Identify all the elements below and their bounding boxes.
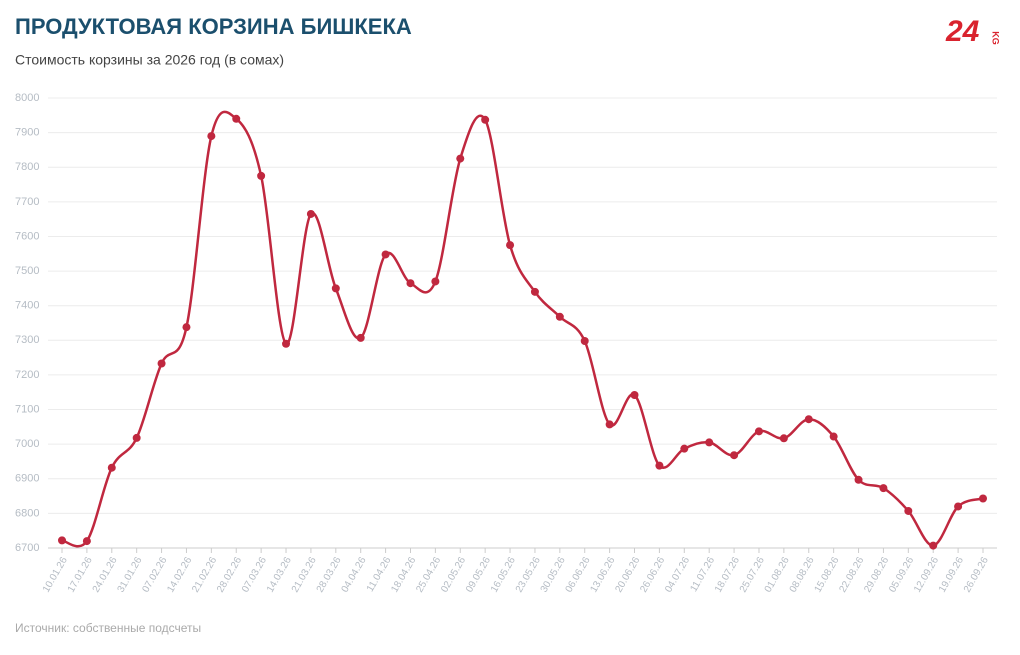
point xyxy=(481,115,490,124)
point xyxy=(157,359,166,368)
point xyxy=(58,536,66,545)
point xyxy=(381,250,390,259)
point xyxy=(705,438,714,447)
point xyxy=(854,475,863,484)
chart-title: ПРОДУКТОВАЯ КОРЗИНА БИШКЕКА xyxy=(15,14,412,39)
point xyxy=(879,484,888,493)
point xyxy=(331,284,340,293)
point xyxy=(431,277,440,286)
point xyxy=(406,279,415,288)
point xyxy=(605,420,614,429)
point xyxy=(804,415,813,424)
line xyxy=(61,110,984,548)
x-tick-label: 26.09.26 xyxy=(962,555,991,595)
y-tick-label: 7800 xyxy=(15,161,39,173)
point xyxy=(257,171,266,180)
point xyxy=(929,541,938,550)
point xyxy=(630,391,639,399)
point xyxy=(306,209,315,218)
y-tick-label: 7200 xyxy=(15,369,39,381)
point xyxy=(979,494,987,503)
point xyxy=(555,312,564,321)
point xyxy=(754,427,763,436)
y-tick-label: 6700 xyxy=(15,542,39,554)
source: Источник: собственные подсчеты xyxy=(15,621,201,635)
point xyxy=(779,434,788,443)
point xyxy=(356,333,365,342)
point xyxy=(456,154,465,163)
y-tick-label: 7000 xyxy=(15,438,39,450)
point xyxy=(182,323,191,332)
point xyxy=(207,132,216,141)
point xyxy=(954,502,963,511)
y-tick-label: 6800 xyxy=(15,507,39,519)
y-tick-label: 7300 xyxy=(15,334,39,346)
point xyxy=(132,433,141,442)
y-tick-label: 8000 xyxy=(15,92,39,104)
chart-subtitle: Стоимость корзины за 2026 год (в сомах) xyxy=(15,52,284,68)
logo-suffix: KG xyxy=(991,31,1001,45)
y-tick-label: 7100 xyxy=(15,403,39,415)
point xyxy=(530,287,539,296)
logo: 24 xyxy=(945,15,980,48)
y-tick-label: 7500 xyxy=(15,265,39,277)
point xyxy=(282,339,291,348)
point xyxy=(680,444,689,453)
point xyxy=(506,241,515,250)
point xyxy=(82,537,91,546)
y-tick-label: 6900 xyxy=(15,473,39,485)
point xyxy=(829,432,838,441)
y-tick-label: 7900 xyxy=(15,127,39,139)
y-tick-label: 7400 xyxy=(15,300,39,312)
point xyxy=(107,463,116,472)
y-tick-label: 7600 xyxy=(15,230,39,242)
point xyxy=(655,461,664,470)
y-tick-label: 7700 xyxy=(15,196,39,208)
point xyxy=(232,114,241,123)
point xyxy=(580,337,589,345)
point xyxy=(904,506,913,515)
point xyxy=(730,451,739,460)
